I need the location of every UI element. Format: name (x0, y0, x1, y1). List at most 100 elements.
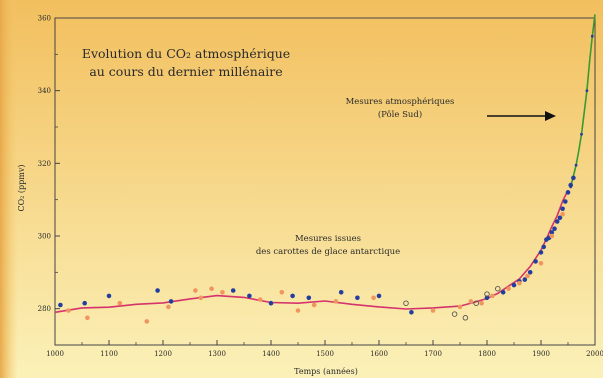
data-point-blue (554, 219, 560, 224)
data-point-blue (376, 293, 382, 299)
y-axis-label: CO₂ (ppmv) (17, 164, 26, 211)
data-point-orange (209, 286, 214, 292)
data-point-blue (168, 299, 174, 304)
data-point-blue (511, 282, 517, 288)
data-point-orange (333, 299, 339, 304)
x-tick-label: 1300 (208, 350, 226, 358)
data-point-blue (58, 302, 63, 308)
data-point-orange (479, 300, 484, 306)
x-tick-label: 1600 (370, 350, 388, 358)
data-point-blue (565, 190, 571, 195)
data-point-grey (451, 311, 458, 317)
data-point-orange (517, 280, 522, 286)
data-point-blue (527, 270, 533, 275)
data-point-blue (569, 185, 573, 189)
data-point-blue (338, 290, 344, 295)
data-point-grey (484, 291, 490, 297)
left-edge-shade (0, 0, 18, 378)
data-point-orange (198, 295, 204, 301)
data-point-blue (230, 288, 236, 293)
data-points (58, 34, 594, 324)
chart-title-line-1: Evolution du CO₂ atmosphérique (82, 46, 290, 61)
data-point-grey (462, 315, 469, 321)
data-point-blue (533, 259, 538, 264)
data-point-orange (279, 290, 285, 295)
data-point-blue (590, 34, 594, 38)
axis-ticks: 1000 1100 1200 1300 1400 1500 1600 1700 1800 1900… (38, 15, 603, 359)
data-point-orange (144, 319, 150, 324)
atmospheric-annotation-line-1: Mesures atmosphériques (346, 96, 455, 107)
data-point-orange (468, 299, 474, 304)
data-point-blue (552, 226, 557, 231)
data-point-blue (574, 163, 578, 167)
data-point-orange (371, 295, 376, 301)
data-point-blue (409, 310, 414, 315)
data-point-blue (571, 175, 576, 181)
x-axis-label: Temps (années) (294, 367, 358, 376)
data-point-orange (457, 304, 463, 310)
x-tick-label: 1900 (532, 350, 550, 358)
data-point-grey (403, 300, 409, 306)
data-point-blue (549, 230, 555, 235)
data-point-orange (166, 304, 171, 310)
x-tick-label: 1500 (316, 350, 334, 358)
data-point-blue (355, 295, 360, 301)
data-point-blue (585, 89, 589, 93)
data-point-blue (268, 300, 274, 306)
x-tick-label: 1000 (46, 350, 64, 358)
data-point-blue (306, 295, 312, 301)
data-point-orange (295, 308, 301, 313)
data-point-orange (490, 293, 495, 299)
y-tick-label: 280 (38, 305, 51, 313)
data-point-blue (541, 244, 546, 250)
x-tick-label: 1200 (154, 350, 172, 358)
chart-title-line-2: au cours du dernier millénaire (89, 64, 282, 79)
data-point-blue (155, 288, 160, 293)
annotation-arrow-icon (545, 111, 556, 121)
data-point-blue (538, 250, 544, 255)
data-point-grey (473, 300, 479, 306)
data-point-blue (290, 293, 295, 299)
atmospheric-curve (569, 14, 596, 188)
data-point-blue (247, 293, 252, 299)
y-tick-label: 340 (38, 87, 51, 95)
x-tick-label: 1400 (262, 350, 280, 358)
curves (54, 14, 596, 314)
y-tick-label: 320 (38, 160, 51, 168)
data-point-orange (311, 302, 317, 308)
y-tick-label: 300 (38, 233, 51, 241)
x-tick-label: 1100 (100, 350, 118, 358)
data-point-blue (484, 295, 490, 301)
data-point-blue (522, 277, 528, 282)
data-point-orange (538, 261, 544, 266)
data-point-blue (82, 300, 87, 306)
smoothed-curve (54, 189, 569, 314)
data-point-orange (560, 211, 565, 217)
x-tick-label: 2000 (586, 350, 603, 358)
data-point-orange (193, 288, 198, 293)
data-point-grey (495, 285, 501, 292)
data-point-orange (525, 273, 530, 279)
data-point-blue (500, 290, 506, 295)
data-point-orange (66, 308, 71, 313)
data-point-orange (430, 308, 436, 313)
data-point-blue (106, 293, 112, 299)
icecore-annotation-line-1: Mesures issues (295, 234, 361, 244)
data-point-orange (85, 315, 90, 321)
data-point-orange (117, 300, 123, 306)
data-point-blue (563, 199, 568, 204)
data-point-orange (220, 290, 225, 295)
icecore-annotation-line-2: des carottes de glace antarctique (256, 247, 400, 257)
x-tick-label: 1700 (424, 350, 442, 358)
data-point-blue (560, 206, 565, 212)
data-point-blue (580, 132, 583, 136)
x-tick-label: 1800 (478, 350, 496, 358)
data-point-orange (549, 233, 555, 239)
atmospheric-annotation-line-2: (Pôle Sud) (378, 109, 422, 120)
y-tick-label: 360 (38, 15, 51, 23)
data-point-orange (257, 297, 263, 302)
data-point-blue (557, 215, 563, 221)
